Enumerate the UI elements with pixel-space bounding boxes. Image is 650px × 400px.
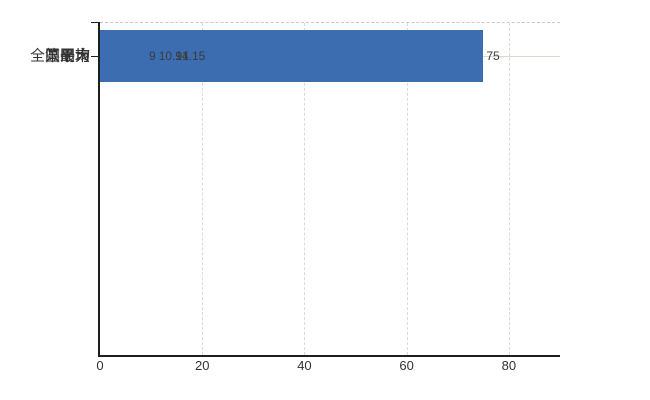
category-label: 県平均	[44, 47, 90, 65]
y-axis-top-tick	[91, 22, 98, 23]
y-axis-tick	[91, 56, 98, 57]
x-axis-line	[98, 355, 560, 357]
vertical-gridline	[406, 23, 408, 355]
x-tick-label: 40	[297, 358, 312, 373]
vertical-gridline	[202, 23, 204, 355]
bar-value-label: 75	[486, 49, 500, 63]
x-tick-label: 80	[501, 358, 517, 373]
category-label: 全国平均	[29, 47, 90, 65]
x-axis-tick-labels: 0 20 40 60 80	[96, 358, 560, 377]
category-label: 笠間市	[44, 47, 90, 65]
bar	[100, 30, 173, 82]
bar-value-label: 14.15	[175, 49, 206, 63]
bar-value-label: 10.91	[158, 49, 189, 63]
plot-area: 笠間市 9 県平均 10.91 県最大 75 全国平均 14.15	[30, 22, 560, 357]
x-tick-label: 0	[96, 358, 104, 373]
bar-value-label: 9	[149, 49, 156, 63]
x-tick-label: 60	[399, 358, 414, 373]
vertical-gridline	[304, 23, 306, 355]
y-axis-line	[98, 22, 100, 357]
vertical-gridline	[508, 23, 510, 355]
x-tick-label: 20	[194, 358, 210, 373]
category-label: 県最大	[44, 47, 90, 65]
